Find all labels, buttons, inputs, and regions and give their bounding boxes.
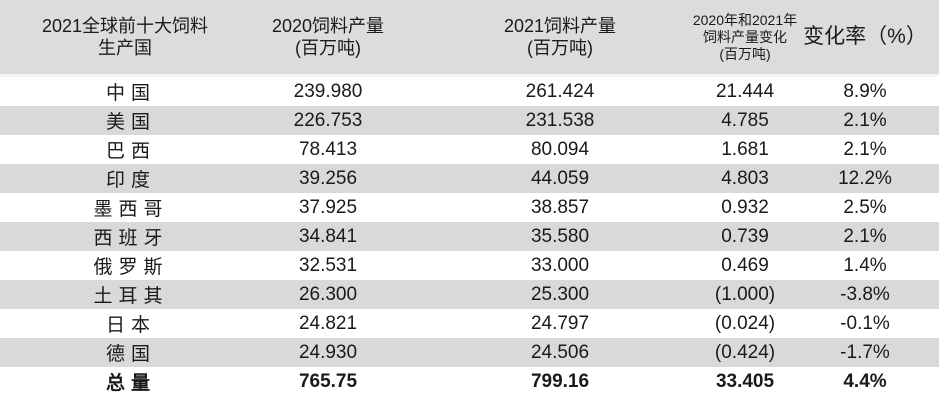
table-row: 西班牙 34.841 35.580 0.739 2.1% [0,222,939,251]
cell-p2020: 239.980 [293,80,363,102]
cell-country: 土耳其 [93,286,169,307]
header-rate: 变化率（%） [803,25,927,48]
table-row: 美国 226.753 231.538 4.785 2.1% [0,106,939,135]
cell-rate: -1.7% [840,341,890,363]
cell-p2020: 32.531 [298,254,358,276]
cell-change: 4.785 [721,109,769,131]
header-prod-2021-line2: (百万吨) [527,38,593,58]
cell-p2020: 34.841 [298,225,358,247]
cell-p2021: 44.059 [530,167,590,189]
cell-p2021: 25.300 [530,283,590,305]
cell-p2020: 39.256 [298,167,358,189]
cell-country: 墨西哥 [93,199,169,220]
cell-change: 0.739 [721,225,769,247]
cell-rate: -0.1% [840,312,890,334]
cell-p2020: 765.75 [298,370,358,392]
table-row: 印度 39.256 44.059 4.803 12.2% [0,164,939,193]
feed-production-table: 2021全球前十大饲料 生产国 2020饲料产量 (百万吨) 2021饲料产量 … [0,0,939,396]
cell-country: 德国 [105,344,156,365]
cell-change: 1.681 [721,138,769,160]
table-row: 俄罗斯 32.531 33.000 0.469 1.4% [0,251,939,280]
header-prod-2021-line1: 2021饲料产量 [503,16,617,36]
header-prod-2021: 2021饲料产量 (百万吨) [480,15,640,59]
total-row: 总量 765.75 799.16 33.405 4.4% [0,367,939,396]
header-change-line1: 2020年和2021年 [692,11,798,28]
table-row: 巴西 78.413 80.094 1.681 2.1% [0,135,939,164]
cell-rate: 2.1% [843,109,887,131]
cell-change: 4.803 [721,167,769,189]
cell-country: 西班牙 [93,228,169,249]
cell-country: 日本 [105,315,156,336]
cell-country: 中国 [105,83,156,104]
table-row: 墨西哥 37.925 38.857 0.932 2.5% [0,193,939,222]
table-row: 日本 24.821 24.797 (0.024) -0.1% [0,309,939,338]
cell-country: 美国 [105,112,156,133]
cell-p2020: 226.753 [293,109,363,131]
cell-p2021: 33.000 [530,254,590,276]
cell-rate: 2.5% [843,196,887,218]
cell-change: 21.444 [715,80,775,102]
cell-p2021: 24.506 [530,341,590,363]
cell-p2020: 37.925 [298,196,358,218]
cell-rate: 2.1% [843,225,887,247]
header-prod-2020: 2020饲料产量 (百万吨) [248,15,408,59]
cell-country: 俄罗斯 [93,257,169,278]
cell-p2021: 35.580 [530,225,590,247]
table-row: 土耳其 26.300 25.300 (1.000) -3.8% [0,280,939,309]
cell-p2020: 24.930 [298,341,358,363]
header-country-line2: 生产国 [98,38,152,58]
table-row: 德国 24.930 24.506 (0.424) -1.7% [0,338,939,367]
cell-change: (0.024) [714,312,776,334]
cell-p2021: 799.16 [530,370,590,392]
header-prod-2020-line1: 2020饲料产量 [271,16,385,36]
table-row: 中国 239.980 261.424 21.444 8.9% [0,77,939,106]
cell-change: (0.424) [714,341,776,363]
cell-p2021: 231.538 [525,109,595,131]
cell-rate: -3.8% [840,283,890,305]
cell-p2021: 24.797 [530,312,590,334]
cell-rate: 1.4% [843,254,887,276]
cell-country: 印度 [105,170,156,191]
header-prod-2020-line2: (百万吨) [295,38,361,58]
cell-p2020: 26.300 [298,283,358,305]
cell-rate: 4.4% [843,370,887,392]
table-body: 中国 239.980 261.424 21.444 8.9% 美国 226.753 231.5… [0,77,939,396]
cell-country: 巴西 [105,141,156,162]
cell-change: 0.469 [721,254,769,276]
cell-p2021: 38.857 [530,196,590,218]
cell-country: 总量 [105,373,156,394]
header-country-line1: 2021全球前十大饲料 [41,16,209,36]
cell-change: 33.405 [715,370,775,392]
cell-rate: 12.2% [838,167,892,189]
cell-p2021: 261.424 [525,80,595,102]
header-change: 2020年和2021年 饲料产量变化 (百万吨) [660,12,830,63]
cell-rate: 2.1% [843,138,887,160]
header-change-line3: (百万吨) [719,45,771,62]
header-country: 2021全球前十大饲料 生产国 [40,15,210,59]
header-change-line2: 饲料产量变化 [703,28,787,45]
cell-p2020: 78.413 [298,138,358,160]
cell-p2020: 24.821 [298,312,358,334]
table-header: 2021全球前十大饲料 生产国 2020饲料产量 (百万吨) 2021饲料产量 … [0,0,939,77]
cell-change: (1.000) [714,283,776,305]
cell-p2021: 80.094 [530,138,590,160]
cell-change: 0.932 [721,196,769,218]
cell-rate: 8.9% [843,80,887,102]
